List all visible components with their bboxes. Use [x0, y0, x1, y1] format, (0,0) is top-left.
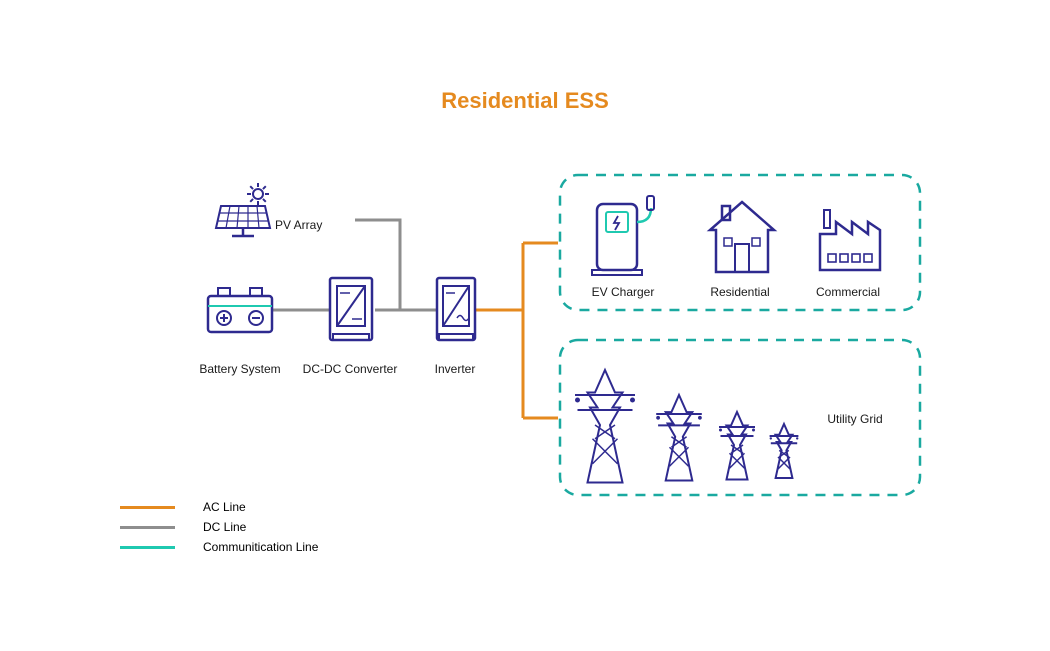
residential-label: Residential — [695, 285, 785, 299]
legend-row-dc: DC Line — [120, 520, 318, 534]
commercial-label: Commercial — [803, 285, 893, 299]
ev-charger-label: EV Charger — [583, 285, 663, 299]
legend-row-comm: Communitication Line — [120, 540, 318, 554]
legend-swatch-comm — [120, 546, 175, 549]
utility-grid-label: Utility Grid — [810, 412, 900, 426]
pv-array-label: PV Array — [275, 218, 335, 232]
legend-swatch-dc — [120, 526, 175, 529]
battery-system-label: Battery System — [190, 362, 290, 376]
dcdc-converter-label: DC-DC Converter — [295, 362, 405, 376]
inverter-label: Inverter — [415, 362, 495, 376]
legend-swatch-ac — [120, 506, 175, 509]
legend: AC Line DC Line Communitication Line — [120, 500, 318, 560]
legend-label-dc: DC Line — [203, 520, 246, 534]
legend-row-ac: AC Line — [120, 500, 318, 514]
legend-label-ac: AC Line — [203, 500, 246, 514]
legend-label-comm: Communitication Line — [203, 540, 318, 554]
